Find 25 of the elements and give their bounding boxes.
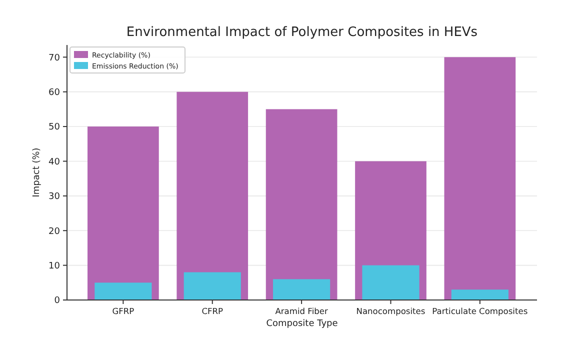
y-tick-label: 70: [48, 53, 60, 64]
y-tick-label: 60: [48, 88, 60, 98]
bar: [94, 282, 152, 300]
x-tick-label: Particulate Composites: [432, 306, 528, 316]
y-tick-label: 30: [48, 192, 60, 202]
bar: [451, 290, 508, 300]
bar: [184, 272, 241, 300]
bar: [362, 265, 420, 300]
chart-title: Environmental Impact of Polymer Composites in HEVs: [126, 25, 478, 40]
bar: [273, 279, 330, 300]
y-tick-label: 50: [48, 122, 60, 133]
x-tick-label: CFRP: [202, 306, 224, 316]
y-tick-label: 40: [48, 157, 60, 168]
y-axis-title: Impact (%): [32, 148, 42, 198]
y-tick-label: 0: [54, 296, 60, 306]
x-tick-label: Aramid Fiber: [275, 306, 328, 316]
bar: [266, 109, 338, 300]
bar: [176, 92, 248, 300]
bar: [444, 57, 516, 300]
y-tick-label: 20: [48, 226, 60, 237]
x-tick-label: Nanocomposites: [356, 306, 426, 316]
y-tick-label: 10: [48, 261, 60, 272]
x-axis-title: Composite Type: [266, 319, 338, 329]
x-tick-label: GFRP: [112, 306, 134, 316]
bar: [88, 126, 159, 300]
